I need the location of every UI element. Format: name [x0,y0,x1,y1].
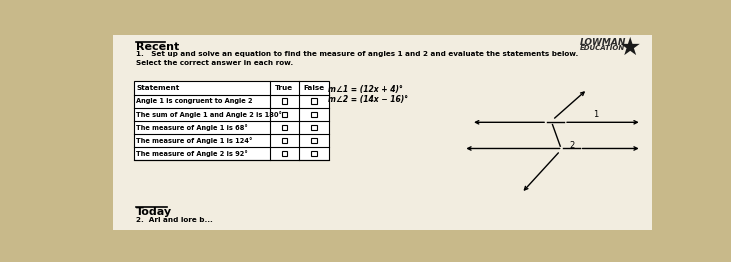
Bar [281,125,287,130]
Text: The sum of Angle 1 and Angle 2 is 180°: The sum of Angle 1 and Angle 2 is 180° [136,111,282,118]
Bar [311,99,317,104]
Text: 2.  Arl and lore b...: 2. Arl and lore b... [136,217,213,223]
Text: 2: 2 [569,141,575,150]
Bar [281,151,287,156]
Text: Statement: Statement [136,85,180,91]
Bar [311,151,317,156]
FancyBboxPatch shape [113,35,652,230]
Bar [281,138,287,143]
Text: The measure of Angle 2 is 92°: The measure of Angle 2 is 92° [136,150,248,157]
Text: The measure of Angle 1 is 68°: The measure of Angle 1 is 68° [136,124,248,131]
Text: m∠1 = (12x + 4)°: m∠1 = (12x + 4)° [327,85,403,94]
Bar [311,112,317,117]
Text: The measure of Angle 1 is 124°: The measure of Angle 1 is 124° [136,137,253,144]
Text: 1: 1 [594,110,599,119]
Bar [281,99,287,104]
Bar [311,138,317,143]
Text: EDUCATION: EDUCATION [580,45,625,51]
Text: 1.   Set up and solve an equation to find the measure of angles 1 and 2 and eval: 1. Set up and solve an equation to find … [136,51,578,57]
Bar [311,125,317,130]
FancyBboxPatch shape [134,81,328,160]
Text: Angle 1 is congruent to Angle 2: Angle 1 is congruent to Angle 2 [136,98,253,104]
Text: ★: ★ [618,36,640,60]
Text: Today: Today [136,207,173,217]
Text: m∠2 = (14x − 16)°: m∠2 = (14x − 16)° [327,95,408,104]
Text: LOWMAN: LOWMAN [580,38,626,47]
Text: Select the correct answer in each row.: Select the correct answer in each row. [136,60,293,66]
Text: Recent: Recent [136,42,180,52]
Bar [281,112,287,117]
Text: False: False [303,85,325,91]
Text: True: True [276,85,293,91]
